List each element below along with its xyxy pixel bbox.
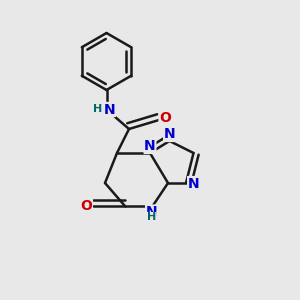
Text: H: H (147, 212, 156, 223)
Text: N: N (164, 128, 175, 141)
Text: O: O (159, 112, 171, 125)
Text: N: N (104, 103, 115, 116)
Text: N: N (146, 205, 157, 219)
Text: N: N (144, 140, 156, 153)
Text: H: H (94, 104, 103, 115)
Text: N: N (188, 177, 199, 190)
Text: O: O (80, 199, 92, 212)
